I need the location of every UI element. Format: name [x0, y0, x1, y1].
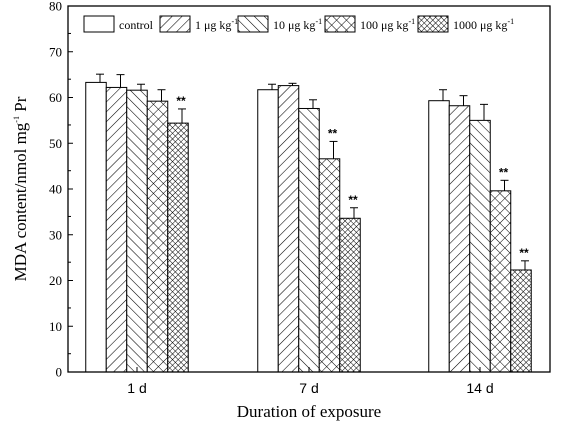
y-tick-label: 20 — [49, 273, 62, 288]
x-tick-label: 7 d — [299, 380, 318, 396]
bar — [85, 81, 107, 373]
y-tick-label: 40 — [49, 182, 62, 197]
bar — [277, 85, 300, 373]
legend-label: 10 μg kg-1 — [273, 17, 322, 32]
legend-swatch — [324, 15, 356, 33]
significance-label: ** — [519, 246, 529, 260]
y-tick-label: 70 — [49, 44, 62, 59]
bar — [448, 105, 471, 373]
x-axis-title: Duration of exposure — [237, 402, 381, 421]
y-tick-label: 50 — [49, 136, 62, 151]
bar — [105, 86, 128, 373]
legend-label: 100 μg kg-1 — [360, 17, 415, 32]
legend-label: control — [119, 18, 154, 32]
bar — [167, 122, 189, 373]
legend-label: 1 μg kg-1 — [195, 17, 238, 32]
bar — [318, 158, 341, 373]
bar — [339, 217, 361, 373]
x-tick-label: 14 d — [466, 380, 493, 396]
y-tick-label: 0 — [56, 365, 63, 380]
x-axis: 1 d 7 d 14 d — [127, 367, 494, 396]
bar — [146, 100, 169, 373]
bar — [428, 100, 450, 373]
legend-label: 1000 μg kg-1 — [453, 17, 514, 32]
bars-layer: ** ** ** ** ** — [85, 73, 532, 373]
bar — [126, 89, 148, 373]
bar — [298, 107, 320, 373]
y-axis-title: MDA content/nmol mg-1 Pr — [11, 96, 30, 281]
y-tick-label: 30 — [49, 227, 62, 242]
legend: control 1 μg kg-1 10 μg kg-1 100 μg kg-1 100… — [83, 15, 514, 33]
significance-label: ** — [176, 94, 186, 108]
significance-label: ** — [328, 126, 338, 140]
legend-swatch — [159, 15, 191, 33]
y-axis: 0 10 20 30 40 50 60 70 80 — [49, 0, 73, 380]
significance-label: ** — [499, 165, 509, 179]
bar — [257, 89, 279, 373]
x-tick-label: 1 d — [127, 380, 146, 396]
legend-swatch — [237, 15, 269, 33]
y-tick-label: 10 — [49, 319, 62, 334]
bar — [469, 119, 491, 373]
y-tick-label: 60 — [49, 90, 62, 105]
significance-label: ** — [348, 193, 358, 207]
bar — [510, 269, 532, 373]
y-tick-label: 80 — [49, 0, 62, 14]
bar — [489, 190, 512, 373]
legend-swatch — [417, 15, 449, 33]
legend-swatch — [83, 15, 115, 33]
